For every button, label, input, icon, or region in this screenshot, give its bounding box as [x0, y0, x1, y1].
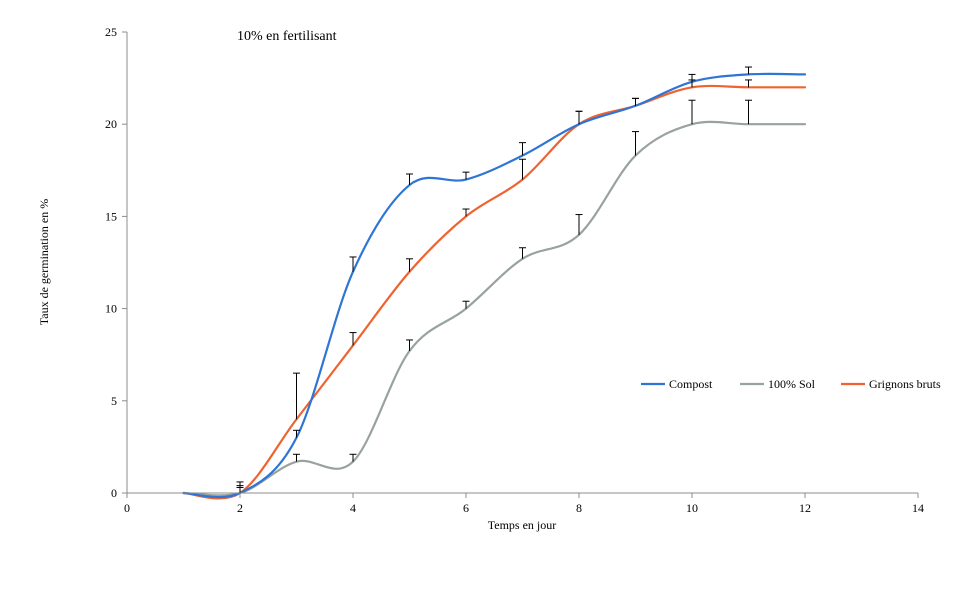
chart-title: 10% en fertilisant: [237, 29, 337, 44]
x-tick-label: 8: [576, 501, 582, 515]
y-axis-label: Taux de germination en %: [37, 199, 51, 325]
y-tick-label: 15: [105, 209, 117, 223]
x-tick-label: 4: [350, 501, 356, 515]
legend: Compost 100% Sol Grignons bruts: [641, 377, 941, 391]
x-tick-label: 0: [124, 501, 130, 515]
series-line-compost: [182, 72, 807, 499]
y-tick-label: 25: [105, 25, 117, 39]
series-layer: [182, 72, 807, 500]
error-bar-layer: [236, 66, 752, 493]
y-tick-label: 20: [105, 117, 117, 131]
y-tick-label: 0: [111, 486, 117, 500]
y-tick-label: 5: [111, 394, 117, 408]
legend-label-compost: Compost: [669, 377, 713, 391]
x-tick-label: 10: [686, 501, 698, 515]
x-tick-label: 2: [237, 501, 243, 515]
series-line-grignons-bruts: [182, 84, 807, 500]
x-tick-label: 6: [463, 501, 469, 515]
x-axis-label: Temps en jour: [488, 518, 556, 532]
y-tick-label: 10: [105, 302, 117, 316]
legend-label-grignons-bruts: Grignons bruts: [869, 377, 941, 391]
x-tick-label: 12: [799, 501, 811, 515]
series-line-100-sol: [182, 120, 807, 497]
axes-layer: 0 2 4 6 8 10 12 14 0 5 10 15 20 25: [105, 25, 924, 515]
legend-label-100-sol: 100% Sol: [768, 377, 816, 391]
x-tick-label: 14: [912, 501, 924, 515]
